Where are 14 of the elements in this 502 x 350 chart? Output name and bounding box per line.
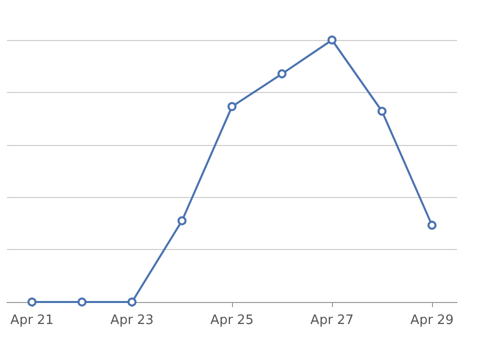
x-tick-label: Apr 21 (10, 313, 54, 328)
point (28, 298, 36, 306)
point (378, 106, 386, 116)
x-tick-label: Apr 23 (110, 313, 154, 328)
point (428, 220, 436, 230)
point (328, 36, 336, 44)
point (278, 69, 286, 78)
point (78, 298, 86, 306)
x-tick-label: Apr 27 (310, 313, 354, 328)
point (228, 102, 236, 112)
x-tick-label: Apr 29 (410, 313, 454, 328)
point (178, 216, 186, 226)
x-tick-label: Apr 25 (210, 313, 254, 328)
point (128, 298, 136, 306)
